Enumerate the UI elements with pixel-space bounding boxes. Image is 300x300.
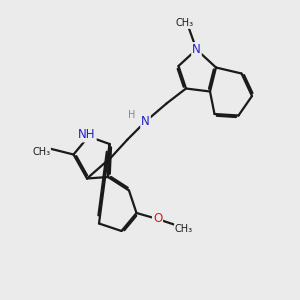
Text: O: O: [153, 212, 162, 226]
Text: N: N: [192, 43, 201, 56]
Text: N: N: [141, 115, 150, 128]
Text: CH₃: CH₃: [175, 224, 193, 234]
Text: NH: NH: [78, 128, 96, 142]
Text: CH₃: CH₃: [176, 18, 194, 28]
Text: H: H: [128, 110, 136, 120]
Text: CH₃: CH₃: [32, 147, 50, 157]
